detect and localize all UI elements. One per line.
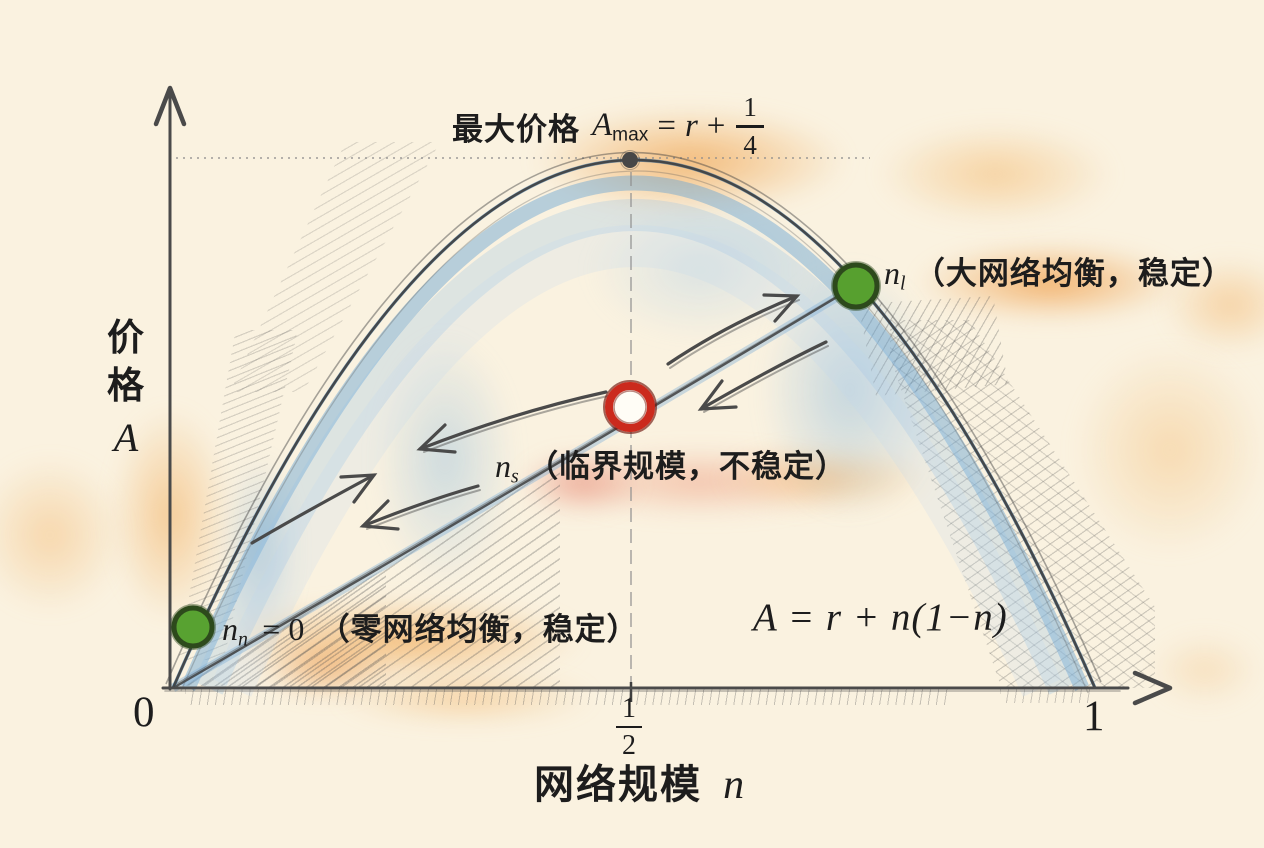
nn-desc: （零网络均衡，稳定） (318, 612, 639, 647)
arrow-lower-left-out (361, 484, 480, 528)
x-axis-label-cn: 网络规模 (534, 763, 702, 807)
ns-var: ns (495, 448, 519, 488)
tick-one: 1 (1083, 693, 1105, 740)
nl-var: nl (884, 255, 906, 295)
critical-circle-ns-outer (603, 380, 657, 434)
equilibrium-dot-nn (171, 605, 215, 649)
dynamics-arrows (250, 293, 829, 545)
arrow-nl-to-ns-head (697, 379, 738, 411)
ns-desc: （临界规模，不稳定） (527, 449, 848, 484)
arrow-ns-to-nl-ghost (669, 299, 800, 369)
curve-wash-band-outer (181, 175, 1089, 692)
price-curve-ghost2 (180, 170, 1089, 694)
equilibrium-dot-nl-ring (831, 261, 881, 311)
curve-equation-label: A = r + n(1−n) (753, 596, 1008, 639)
curve-wash-band-mid (193, 199, 1079, 695)
nn-point-label: nn = 0 （零网络均衡，稳定） (222, 604, 639, 652)
arrow-nl-to-ns-ghost (703, 345, 829, 413)
arrow-ns-to-nl-head (762, 293, 801, 323)
amax-fraction: 1 4 (736, 94, 764, 159)
nn-equals-zero: = 0 (262, 611, 305, 647)
adjustment-chord (172, 283, 858, 690)
tick-half: 1 2 (614, 695, 642, 760)
y-axis-label-char2: 格 (107, 365, 145, 407)
arrow-lower-left-out-ghost (366, 489, 481, 530)
amax-equals: = (657, 108, 676, 144)
nl-desc: （大网络均衡，稳定） (913, 256, 1234, 291)
critical-circle-ns-inner (613, 390, 647, 424)
arrow-lower-right-in-head (339, 473, 378, 504)
amax-label: 最大价格 Amax = r + 1 4 (452, 94, 764, 159)
nn-var: nn (222, 611, 248, 651)
x-axis-label-var: n (723, 762, 745, 808)
equilibrium-dot-nl (832, 262, 880, 310)
y-axis-arrowhead (153, 85, 187, 127)
arrow-ns-to-nl (666, 294, 799, 366)
equilibrium-dot-nn-ring (170, 604, 216, 650)
ns-point-label: ns （临界规模，不稳定） (495, 441, 847, 489)
peak-marker-ring (620, 150, 640, 170)
peak-marker (622, 152, 638, 168)
amax-r: r (684, 108, 698, 144)
y-axis-label-var: A (113, 415, 139, 461)
y-axis-label-char1: 价 (107, 317, 145, 358)
arrow-ns-to-nn-upper (418, 390, 608, 451)
arrow-nl-to-ns (699, 340, 828, 411)
arrow-lower-right-in (250, 473, 376, 545)
adjustment-chord-ghost (175, 281, 861, 685)
arrow-ns-to-nn-upper-head (416, 423, 457, 454)
curve-wash-band-inner (212, 225, 1062, 697)
arrow-lower-left-out-head (359, 499, 400, 531)
critical-circle-ns (605, 382, 655, 432)
axes (153, 85, 1173, 706)
arrow-ns-to-nn-upper-ghost (423, 395, 609, 453)
y-axis-label: 价 格 A (94, 314, 158, 464)
amax-plus: + (706, 108, 726, 144)
tick-zero: 0 (133, 689, 155, 736)
x-axis-arrowhead (1132, 670, 1173, 706)
nl-point-label: nl （大网络均衡，稳定） (884, 248, 1234, 296)
amax-label-cn: 最大价格 (452, 112, 580, 147)
amax-var: Amax (592, 106, 649, 146)
x-axis-label: 网络规模 n (534, 752, 744, 810)
